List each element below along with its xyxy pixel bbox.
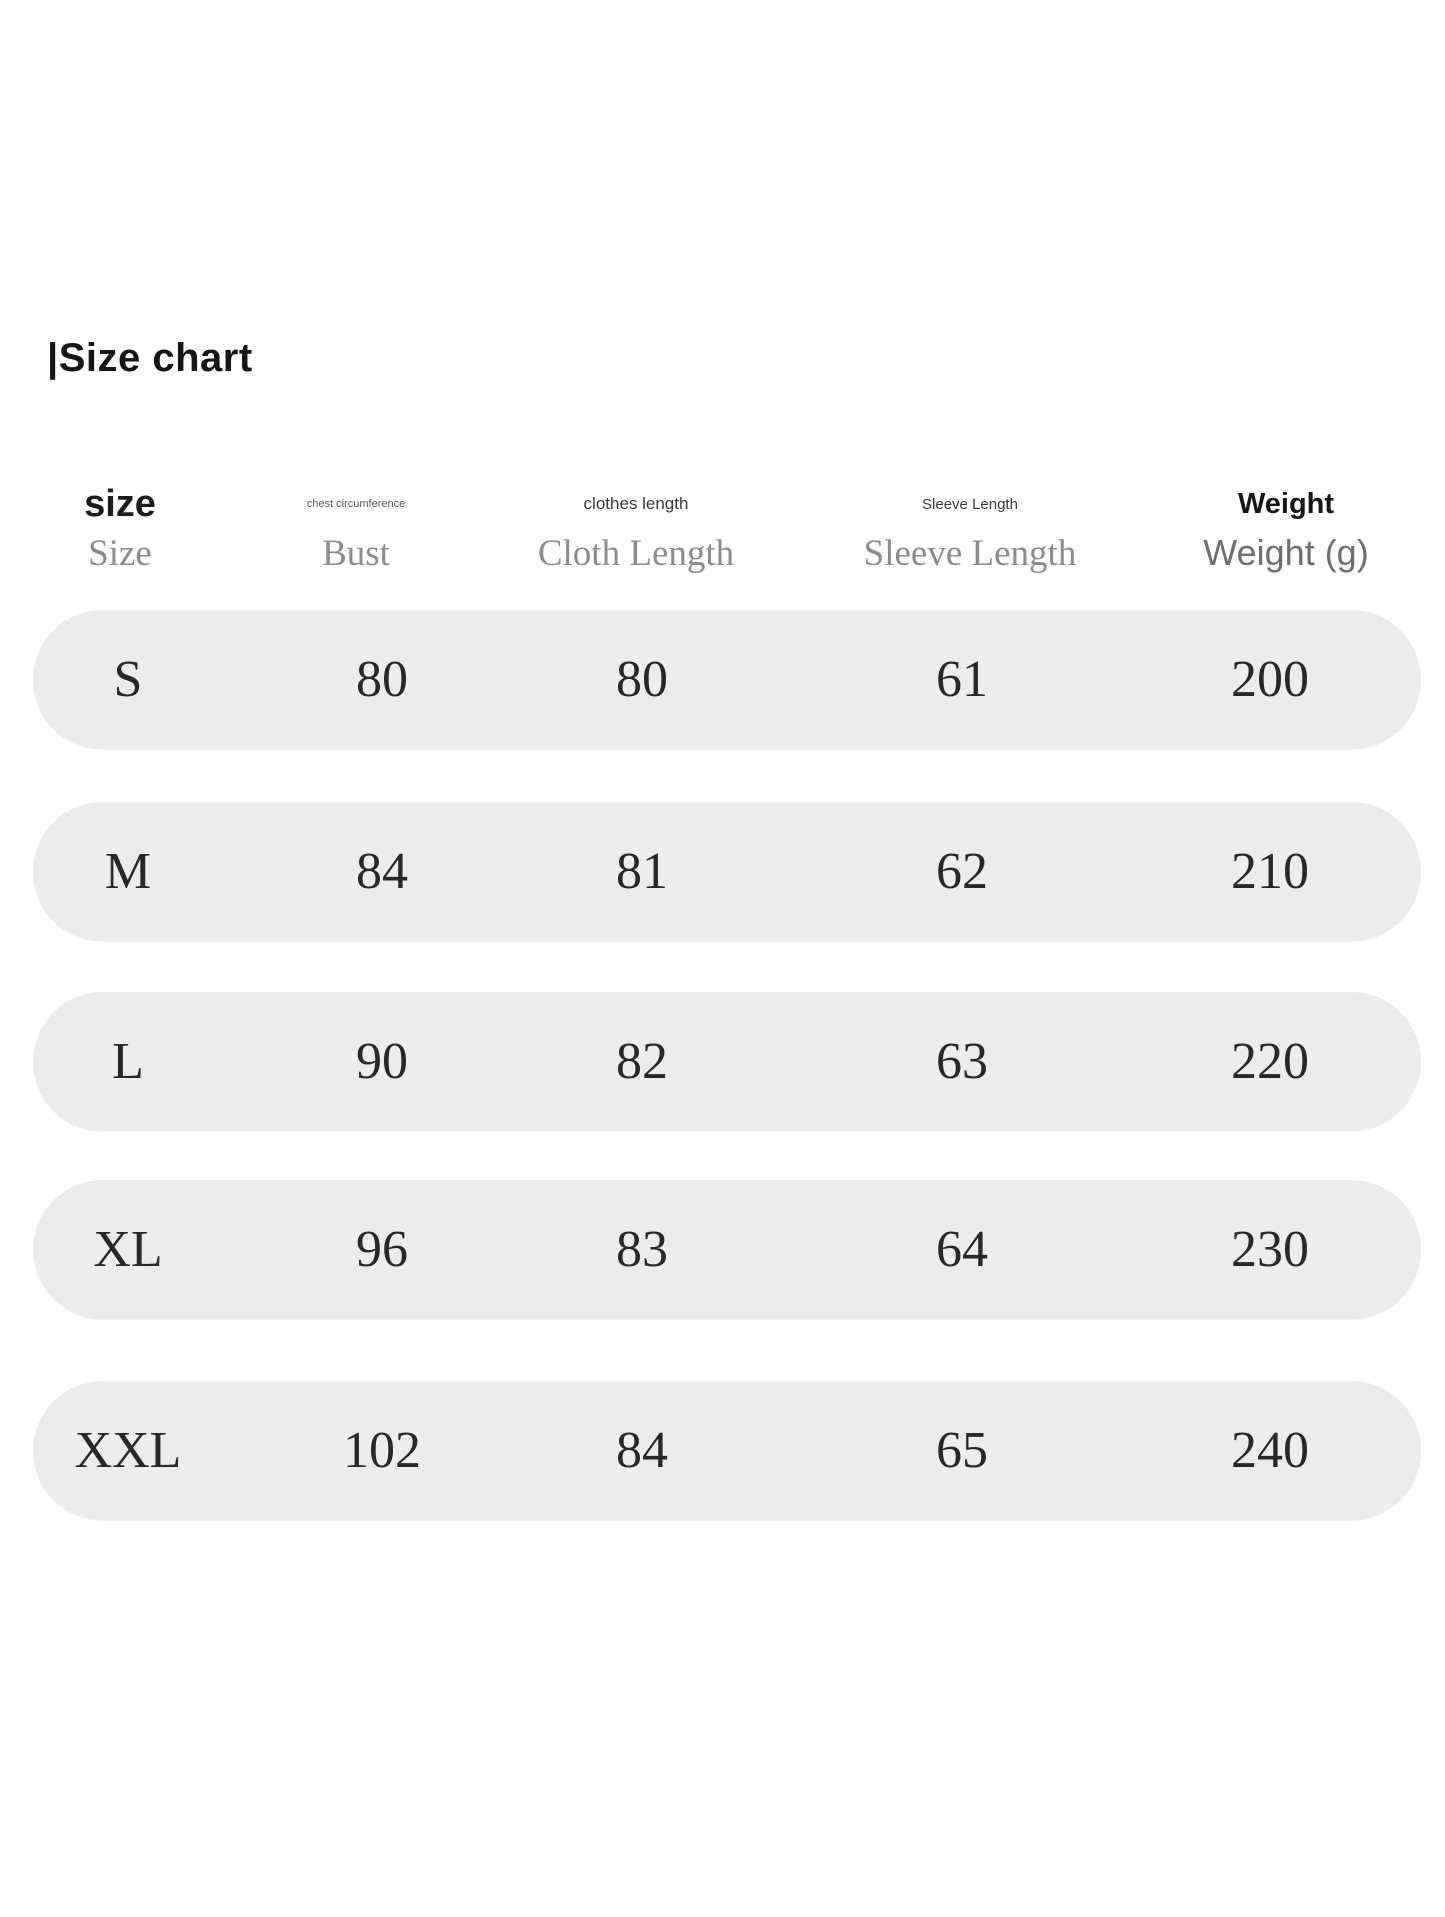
column-header-bottom-label: Size xyxy=(88,532,152,574)
table-row-m: M 84 81 62 210 xyxy=(33,802,1421,941)
size-cell: L xyxy=(112,1033,144,1090)
cloth-length-cell: 80 xyxy=(616,651,668,708)
size-cell: S xyxy=(113,651,143,708)
table-row-l: L 90 82 63 220 xyxy=(33,992,1421,1131)
weight-cell: 200 xyxy=(1231,651,1309,708)
weight-cell: 230 xyxy=(1231,1221,1309,1278)
column-header-bust: chest circumference Bust xyxy=(307,476,405,576)
sleeve-length-cell: 64 xyxy=(936,1221,988,1278)
table-row-s: S 80 80 61 200 xyxy=(33,610,1421,749)
cloth-length-cell: 82 xyxy=(616,1033,668,1090)
cloth-length-cell: 83 xyxy=(616,1221,668,1278)
sleeve-length-cell: 62 xyxy=(936,843,988,900)
column-header-top-label: Weight xyxy=(1237,487,1335,520)
column-header-top-label: chest circumference xyxy=(306,498,406,510)
column-header-bottom-label: Cloth Length xyxy=(537,532,735,574)
cloth-length-cell: 81 xyxy=(616,843,668,900)
bust-cell: 84 xyxy=(356,843,408,900)
bust-cell: 96 xyxy=(356,1221,408,1278)
column-header-weight: Weight Weight (g) xyxy=(1203,476,1368,576)
weight-cell: 210 xyxy=(1231,843,1309,900)
column-header-top-label: clothes length xyxy=(583,494,689,513)
column-header-size: size Size xyxy=(84,476,156,576)
size-cell: M xyxy=(104,843,152,900)
page-title: |Size chart xyxy=(47,336,253,380)
column-header-bottom-label: Weight (g) xyxy=(1203,532,1369,573)
column-header-top-label: size xyxy=(84,482,156,525)
column-header-bottom-label: Bust xyxy=(322,532,390,574)
column-header-bottom-label: Sleeve Length xyxy=(863,532,1077,574)
bust-cell: 102 xyxy=(343,1422,421,1479)
table-row-xl: XL 96 83 64 230 xyxy=(33,1180,1421,1319)
size-cell: XXL xyxy=(74,1422,182,1479)
bust-cell: 80 xyxy=(356,651,408,708)
weight-cell: 240 xyxy=(1231,1422,1309,1479)
weight-cell: 220 xyxy=(1231,1033,1309,1090)
column-header-sleeve-length: Sleeve Length Sleeve Length xyxy=(864,476,1077,576)
sleeve-length-cell: 65 xyxy=(936,1422,988,1479)
table-row-xxl: XXL 102 84 65 240 xyxy=(33,1381,1421,1520)
cloth-length-cell: 84 xyxy=(616,1422,668,1479)
sleeve-length-cell: 63 xyxy=(936,1033,988,1090)
sleeve-length-cell: 61 xyxy=(936,651,988,708)
size-cell: XL xyxy=(93,1221,163,1278)
bust-cell: 90 xyxy=(356,1033,408,1090)
column-header-top-label: Sleeve Length xyxy=(922,495,1018,513)
column-header-cloth-length: clothes length Cloth Length xyxy=(538,476,734,576)
